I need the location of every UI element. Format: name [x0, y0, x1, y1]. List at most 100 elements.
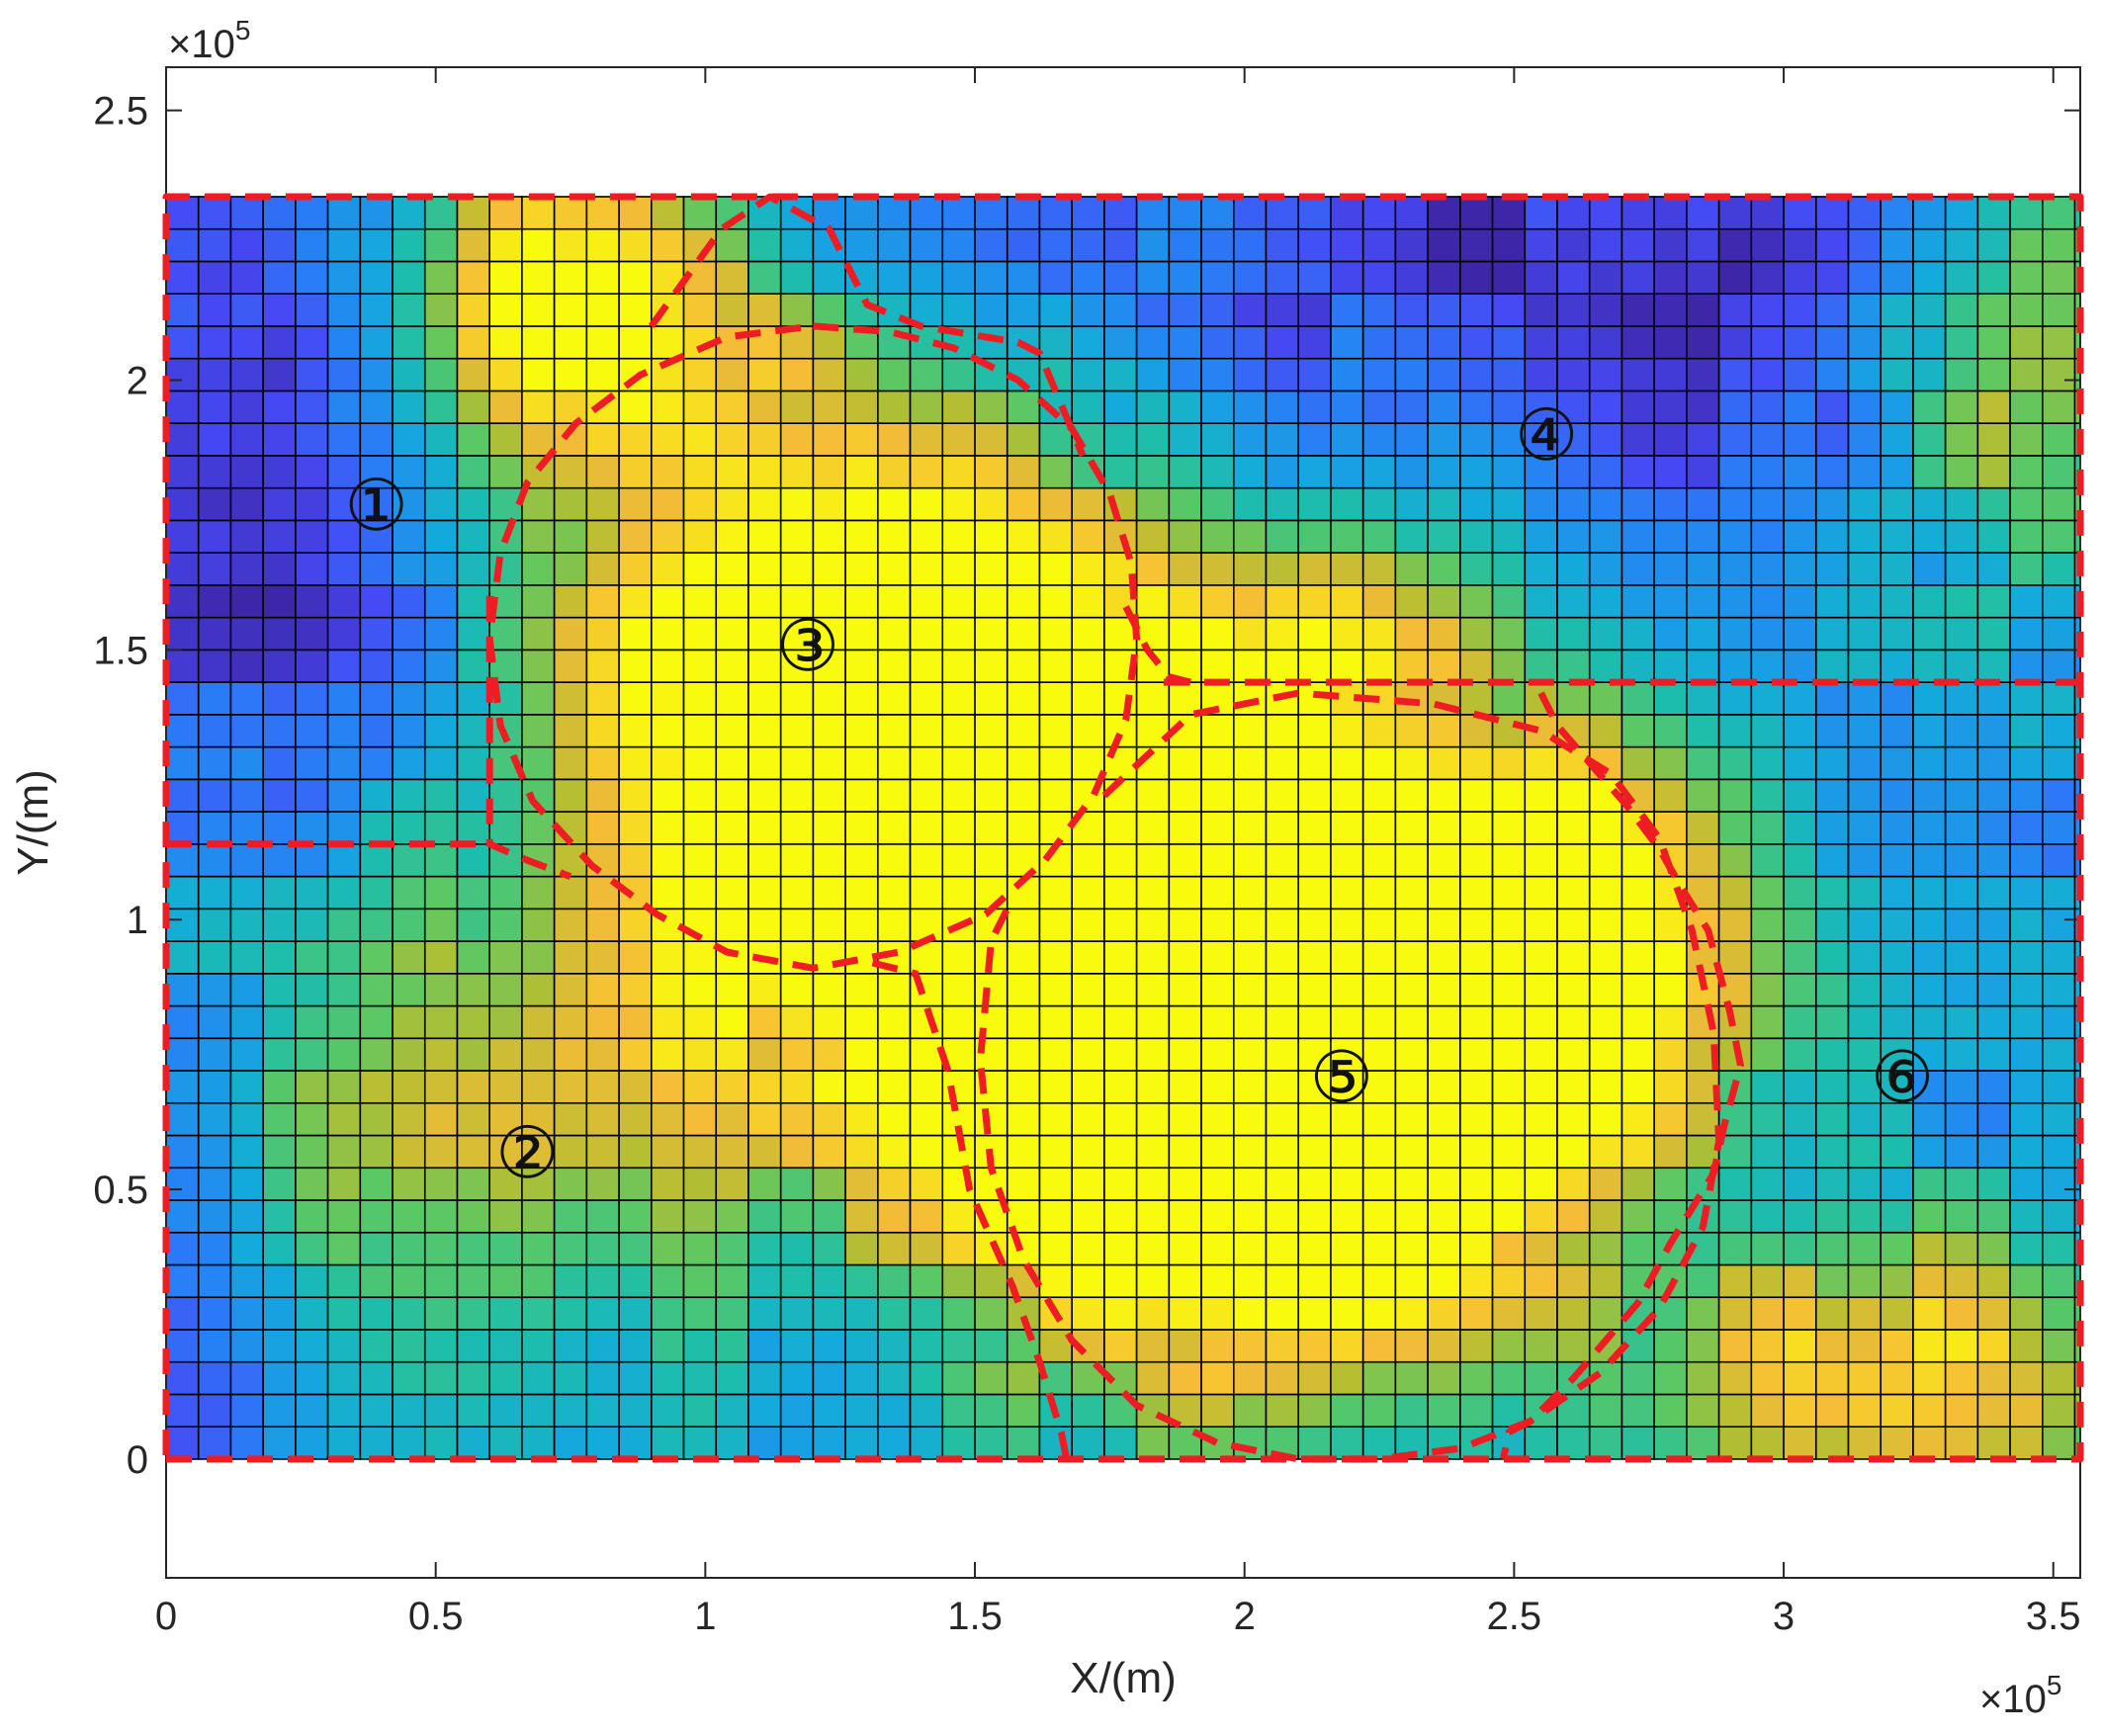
- heatmap-cell: [1717, 519, 1753, 554]
- heatmap-cell: [229, 1070, 264, 1104]
- heatmap-cell: [844, 357, 879, 392]
- heatmap-cell: [488, 260, 523, 296]
- heatmap-cell: [618, 519, 653, 554]
- heatmap-cell: [747, 1360, 782, 1396]
- heatmap-cell: [229, 1167, 264, 1201]
- heatmap-cell: [326, 778, 362, 813]
- heatmap-cell: [877, 1101, 912, 1137]
- heatmap-cell: [165, 1199, 200, 1234]
- heatmap-cell: [456, 552, 491, 586]
- heatmap-cell: [229, 811, 264, 845]
- heatmap-cell: [359, 1426, 394, 1460]
- boundary-zone-5-west-arm: [871, 959, 1071, 1460]
- heatmap-cell: [1038, 1360, 1073, 1396]
- heatmap-cell: [1459, 1134, 1494, 1170]
- heatmap-cell: [1394, 714, 1429, 748]
- heatmap-cell: [909, 649, 944, 683]
- heatmap-cell: [262, 293, 297, 327]
- heatmap-cell: [909, 1101, 944, 1137]
- heatmap-cell: [456, 1426, 491, 1460]
- heatmap-cell: [1394, 1263, 1429, 1299]
- heatmap-cell: [423, 1070, 459, 1104]
- heatmap-cell: [747, 455, 782, 489]
- heatmap-cell: [1394, 357, 1429, 392]
- heatmap-cell: [2009, 908, 2044, 942]
- heatmap-cell: [974, 1101, 1008, 1137]
- heatmap-cell: [1200, 196, 1235, 230]
- heatmap-cell: [423, 811, 459, 845]
- heatmap-cell: [941, 519, 976, 554]
- heatmap-cell: [1912, 1167, 1947, 1201]
- heatmap-cell: [229, 681, 264, 716]
- y-tick-label: 1.5: [93, 629, 148, 672]
- heatmap-cell: [812, 422, 846, 457]
- heatmap-cell: [1168, 1329, 1202, 1363]
- heatmap-cell: [165, 649, 200, 683]
- heatmap-cell: [456, 519, 491, 554]
- heatmap-cell: [295, 1263, 329, 1299]
- heatmap-cell: [229, 1263, 264, 1299]
- heatmap-cell: [974, 196, 1008, 230]
- heatmap-cell: [1168, 1004, 1202, 1040]
- heatmap-cell: [877, 357, 912, 392]
- heatmap-cell: [974, 972, 1008, 1007]
- heatmap-cell: [1750, 745, 1785, 781]
- heatmap-cell: [423, 745, 459, 781]
- heatmap-cell: [1686, 486, 1720, 522]
- heatmap-cell: [1459, 1329, 1494, 1363]
- heatmap-cell: [1491, 811, 1527, 845]
- heatmap-cell: [1330, 357, 1364, 392]
- heatmap-cell: [553, 227, 588, 263]
- heatmap-cell: [2042, 649, 2076, 683]
- heatmap-cell: [715, 1070, 749, 1104]
- heatmap-cell: [1976, 778, 2011, 813]
- heatmap-cell: [521, 584, 556, 619]
- heatmap-cell: [165, 1231, 200, 1266]
- heatmap-cell: [1976, 227, 2011, 263]
- x-tick-label: 1.5: [947, 1595, 1003, 1638]
- heatmap-cell: [779, 293, 815, 327]
- heatmap-cell: [1394, 745, 1429, 781]
- heatmap-cell: [262, 649, 297, 683]
- heatmap-cell: [423, 778, 459, 813]
- heatmap-cell: [1880, 940, 1914, 975]
- heatmap-cell: [618, 552, 653, 586]
- heatmap-cell: [1006, 422, 1041, 457]
- heatmap-cell: [392, 972, 426, 1007]
- heatmap-cell: [682, 972, 718, 1007]
- heatmap-cell: [1168, 1360, 1202, 1396]
- heatmap-cell: [877, 260, 912, 296]
- heatmap-cell: [747, 390, 782, 424]
- heatmap-cell: [1427, 1296, 1461, 1331]
- heatmap-cell: [1427, 1101, 1461, 1137]
- heatmap-cell: [1880, 1231, 1914, 1266]
- heatmap-cell: [326, 1231, 362, 1266]
- heatmap-cell: [1750, 940, 1785, 975]
- heatmap-cell: [618, 1199, 653, 1234]
- heatmap-cell: [1620, 714, 1655, 748]
- heatmap-cell: [1880, 1426, 1914, 1460]
- heatmap-cell: [1491, 519, 1527, 554]
- heatmap-cell: [618, 1101, 653, 1137]
- heatmap-cell: [1717, 357, 1753, 392]
- heatmap-cell: [779, 1426, 815, 1460]
- heatmap-cell: [295, 1231, 329, 1266]
- heatmap-cell: [682, 1263, 718, 1299]
- heatmap-cell: [585, 1199, 620, 1234]
- heatmap-cell: [1686, 196, 1720, 230]
- heatmap-cell: [1038, 422, 1073, 457]
- heatmap-cell: [262, 1199, 297, 1234]
- heatmap-cell: [1620, 616, 1655, 651]
- heatmap-cell: [1976, 714, 2011, 748]
- heatmap-cell: [165, 455, 200, 489]
- heatmap-cell: [1103, 260, 1138, 296]
- heatmap-cell: [651, 1231, 685, 1266]
- heatmap-cell: [1944, 552, 1979, 586]
- heatmap-cell: [779, 357, 815, 392]
- heatmap-cell: [1006, 1167, 1041, 1201]
- heatmap-cell: [1588, 1231, 1623, 1266]
- heatmap-cell: [165, 843, 200, 878]
- heatmap-cell: [747, 875, 782, 911]
- heatmap-cell: [1297, 552, 1332, 586]
- heatmap-cell: [974, 455, 1008, 489]
